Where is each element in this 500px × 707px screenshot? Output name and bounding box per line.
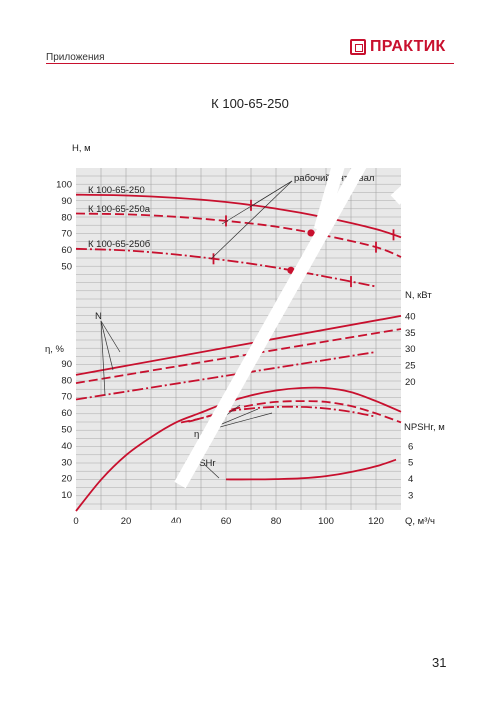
power-curve-5	[75, 351, 377, 401]
npsh-tick-label: 6	[408, 441, 413, 452]
x-tick-label: 40	[171, 516, 182, 527]
section-title: Приложения	[46, 52, 105, 63]
chart-title: К 100-65-250	[211, 96, 289, 111]
watermark	[109, 91, 455, 640]
head-tick-label: 100	[56, 180, 72, 191]
efficiency-tick-label: 20	[61, 474, 72, 485]
working-range-leader	[210, 180, 293, 260]
page-number: 31	[432, 655, 447, 670]
series-label-250a: К 100-65-250а	[88, 204, 151, 215]
power-tick-label: 25	[405, 361, 416, 372]
npsh-tick-label: 4	[408, 474, 413, 485]
power-leader	[100, 320, 121, 353]
watermark-stroke-zigzag	[313, 143, 377, 232]
power-leader	[100, 320, 106, 396]
head-curve-1	[75, 212, 402, 258]
best-efficiency-point	[307, 229, 315, 237]
power-axis-label: N, кВт	[405, 290, 432, 301]
head-tick-label: 50	[61, 262, 72, 273]
efficiency-tick-label: 60	[61, 408, 72, 419]
power-tick-label: 30	[405, 344, 416, 355]
efficiency-tick-label: 10	[61, 490, 72, 501]
x-axis-label: Q, м³/ч	[405, 516, 435, 527]
power-curves-label: N	[95, 311, 102, 322]
efficiency-tick-label: 30	[61, 457, 72, 468]
efficiency-tick-label: 80	[61, 375, 72, 386]
working-range-leader	[221, 180, 293, 225]
x-tick-label: 100	[318, 516, 334, 527]
x-tick-label: 0	[73, 516, 78, 527]
efficiency-axis-label: η, %	[45, 344, 65, 355]
efficiency-tick-label: 70	[61, 392, 72, 403]
power-curve-4	[75, 328, 402, 384]
brand-logo: ПРАКТИК	[350, 38, 446, 56]
x-tick-label: 20	[121, 516, 132, 527]
power-tick-label: 35	[405, 328, 416, 339]
npsh-curve-label: NPSHr	[186, 458, 216, 469]
head-axis-label: Н, м	[72, 143, 91, 154]
brand-logo-icon	[350, 39, 366, 55]
x-tick-label: 60	[221, 516, 232, 527]
npsh-tick-label: 3	[408, 491, 413, 502]
power-curve-3	[75, 315, 402, 376]
npsh-leader	[204, 464, 220, 479]
efficiency-tick-label: 90	[61, 359, 72, 370]
power-leader	[100, 320, 114, 371]
power-tick-label: 20	[405, 377, 416, 388]
eff-curve-6	[75, 386, 402, 512]
head-tick-label: 60	[61, 245, 72, 256]
npsh-axis-label: NPSHr, м	[404, 422, 445, 433]
efficiency-curves-label: η	[194, 429, 199, 440]
brand-name: ПРАКТИК	[370, 38, 446, 55]
power-tick-label: 40	[405, 311, 416, 322]
x-tick-label: 80	[271, 516, 282, 527]
head-curve-2	[75, 247, 377, 288]
axis-ticks: 0 20 40 60 80 100 120 100 90 80 70 60 50 90 80 70 60 50 40…	[56, 180, 415, 528]
eff-curve-8	[188, 405, 377, 423]
series-label-250: К 100-65-250	[88, 185, 145, 196]
x-tick-label: 120	[368, 516, 384, 527]
npsh-curve-9	[225, 458, 397, 481]
efficiency-tick-label: 50	[61, 425, 72, 436]
npsh-tick-label: 5	[408, 458, 413, 469]
curves	[75, 193, 402, 512]
head-tick-label: 90	[61, 196, 72, 207]
plot-grid	[76, 168, 401, 510]
efficiency-tick-label: 40	[61, 441, 72, 452]
head-tick-label: 70	[61, 229, 72, 240]
watermark-stroke-top	[390, 145, 455, 205]
series-label-250b: К 100-65-250б	[88, 239, 151, 250]
head-tick-label: 80	[61, 212, 72, 223]
watermark-stroke-c	[109, 522, 226, 640]
header-divider	[46, 63, 454, 64]
